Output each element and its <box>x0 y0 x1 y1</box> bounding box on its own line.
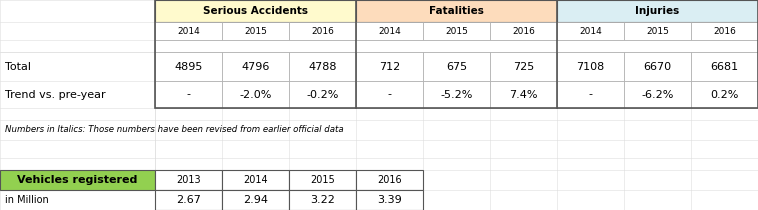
Bar <box>289 170 356 190</box>
Bar <box>624 22 691 40</box>
Bar <box>356 81 423 108</box>
Text: 2016: 2016 <box>512 26 535 35</box>
Bar <box>624 52 691 81</box>
Bar <box>222 52 289 81</box>
Bar <box>155 0 356 22</box>
Text: 2015: 2015 <box>244 26 267 35</box>
Text: 2014: 2014 <box>177 26 200 35</box>
Text: -5.2%: -5.2% <box>440 89 473 100</box>
Text: 2014: 2014 <box>378 26 401 35</box>
Bar <box>155 81 222 108</box>
Bar <box>356 170 423 190</box>
Bar <box>423 22 490 40</box>
Text: 2016: 2016 <box>377 175 402 185</box>
Text: Numbers in Italics: Those numbers have been revised from earlier official data: Numbers in Italics: Those numbers have b… <box>5 126 343 134</box>
Text: 7108: 7108 <box>576 62 605 71</box>
Bar <box>356 190 423 210</box>
Text: 2013: 2013 <box>176 175 201 185</box>
Text: -: - <box>588 89 593 100</box>
Bar <box>557 22 624 40</box>
Bar <box>490 52 557 81</box>
Text: 4788: 4788 <box>309 62 337 71</box>
Text: 725: 725 <box>513 62 534 71</box>
Text: 4796: 4796 <box>241 62 270 71</box>
Text: in Million: in Million <box>5 195 49 205</box>
Bar <box>155 170 222 190</box>
Text: -2.0%: -2.0% <box>240 89 271 100</box>
Bar <box>557 52 624 81</box>
Bar <box>490 22 557 40</box>
Text: Trend vs. pre-year: Trend vs. pre-year <box>5 89 105 100</box>
Bar <box>356 22 423 40</box>
Text: 2015: 2015 <box>445 26 468 35</box>
Bar <box>0 170 155 190</box>
Text: 2015: 2015 <box>310 175 335 185</box>
Text: 2014: 2014 <box>243 175 268 185</box>
Text: -: - <box>186 89 190 100</box>
Text: 3.39: 3.39 <box>377 195 402 205</box>
Text: Total: Total <box>5 62 31 71</box>
Text: Serious Accidents: Serious Accidents <box>203 6 308 16</box>
Bar <box>155 190 222 210</box>
Text: 7.4%: 7.4% <box>509 89 537 100</box>
Bar <box>356 0 557 22</box>
Bar <box>155 40 758 52</box>
Bar <box>624 81 691 108</box>
Text: 3.22: 3.22 <box>310 195 335 205</box>
Text: Vehicles registered: Vehicles registered <box>17 175 138 185</box>
Text: -0.2%: -0.2% <box>306 89 339 100</box>
Text: 675: 675 <box>446 62 467 71</box>
Text: 0.2%: 0.2% <box>710 89 739 100</box>
Bar <box>155 22 222 40</box>
Text: Fatalities: Fatalities <box>429 6 484 16</box>
Text: -: - <box>387 89 391 100</box>
Bar <box>155 0 758 108</box>
Text: 2015: 2015 <box>646 26 669 35</box>
Text: 2.94: 2.94 <box>243 195 268 205</box>
Bar <box>691 81 758 108</box>
Bar <box>222 81 289 108</box>
Bar <box>289 81 356 108</box>
Bar <box>289 22 356 40</box>
Text: 4895: 4895 <box>174 62 202 71</box>
Text: 2016: 2016 <box>311 26 334 35</box>
Bar <box>691 52 758 81</box>
Text: 2.67: 2.67 <box>176 195 201 205</box>
Bar <box>423 52 490 81</box>
Bar <box>155 52 222 81</box>
Bar <box>356 52 423 81</box>
Bar <box>490 81 557 108</box>
Bar <box>222 190 289 210</box>
Bar <box>557 81 624 108</box>
Bar <box>557 0 758 22</box>
Text: 2016: 2016 <box>713 26 736 35</box>
Bar <box>423 81 490 108</box>
Text: -6.2%: -6.2% <box>641 89 674 100</box>
Bar <box>691 22 758 40</box>
Text: Injuries: Injuries <box>635 6 680 16</box>
Bar <box>222 170 289 190</box>
Bar <box>222 22 289 40</box>
Text: 2014: 2014 <box>579 26 602 35</box>
Text: 6670: 6670 <box>644 62 672 71</box>
Text: 6681: 6681 <box>710 62 738 71</box>
Bar <box>289 52 356 81</box>
Bar <box>289 190 356 210</box>
Text: 712: 712 <box>379 62 400 71</box>
